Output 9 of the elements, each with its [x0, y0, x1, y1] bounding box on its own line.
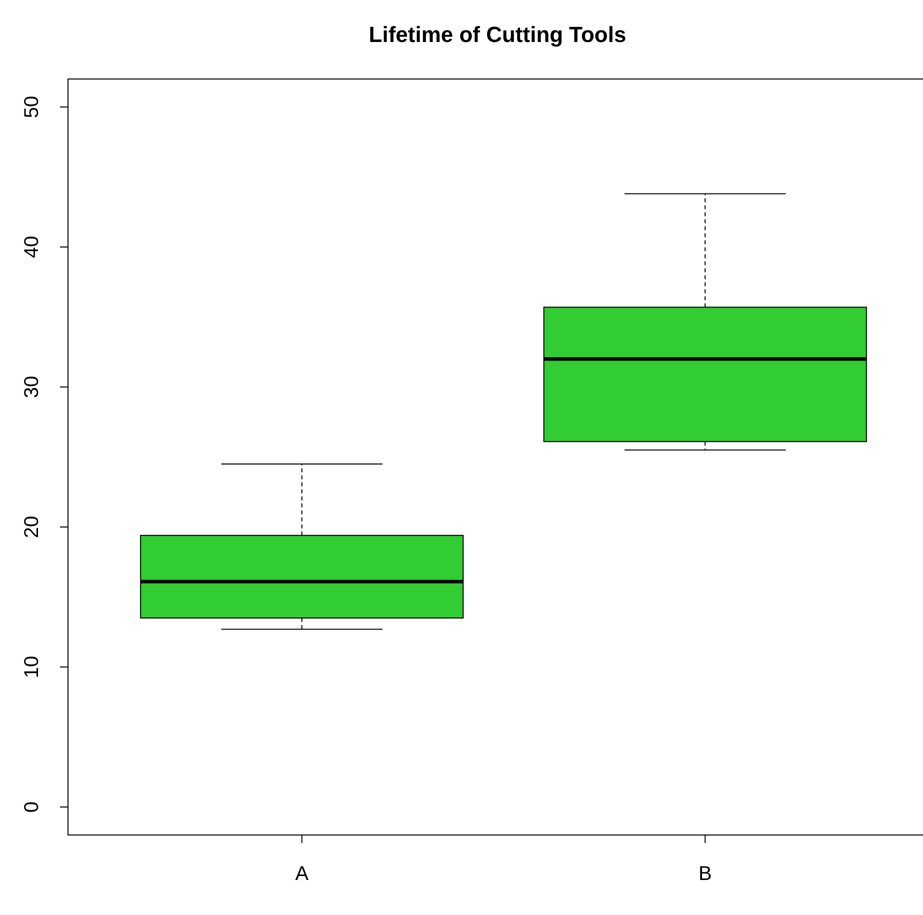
y-tick-label: 40 — [21, 236, 43, 258]
y-tick-label: 50 — [21, 96, 43, 118]
y-tick-label: 30 — [21, 376, 43, 398]
y-tick-label: 20 — [21, 516, 43, 538]
y-tick-label: 10 — [21, 656, 43, 678]
chart-title: Lifetime of Cutting Tools — [368, 22, 626, 47]
x-tick-label: B — [698, 863, 712, 885]
y-tick-label: 0 — [21, 801, 43, 813]
x-tick-label: A — [295, 863, 310, 885]
